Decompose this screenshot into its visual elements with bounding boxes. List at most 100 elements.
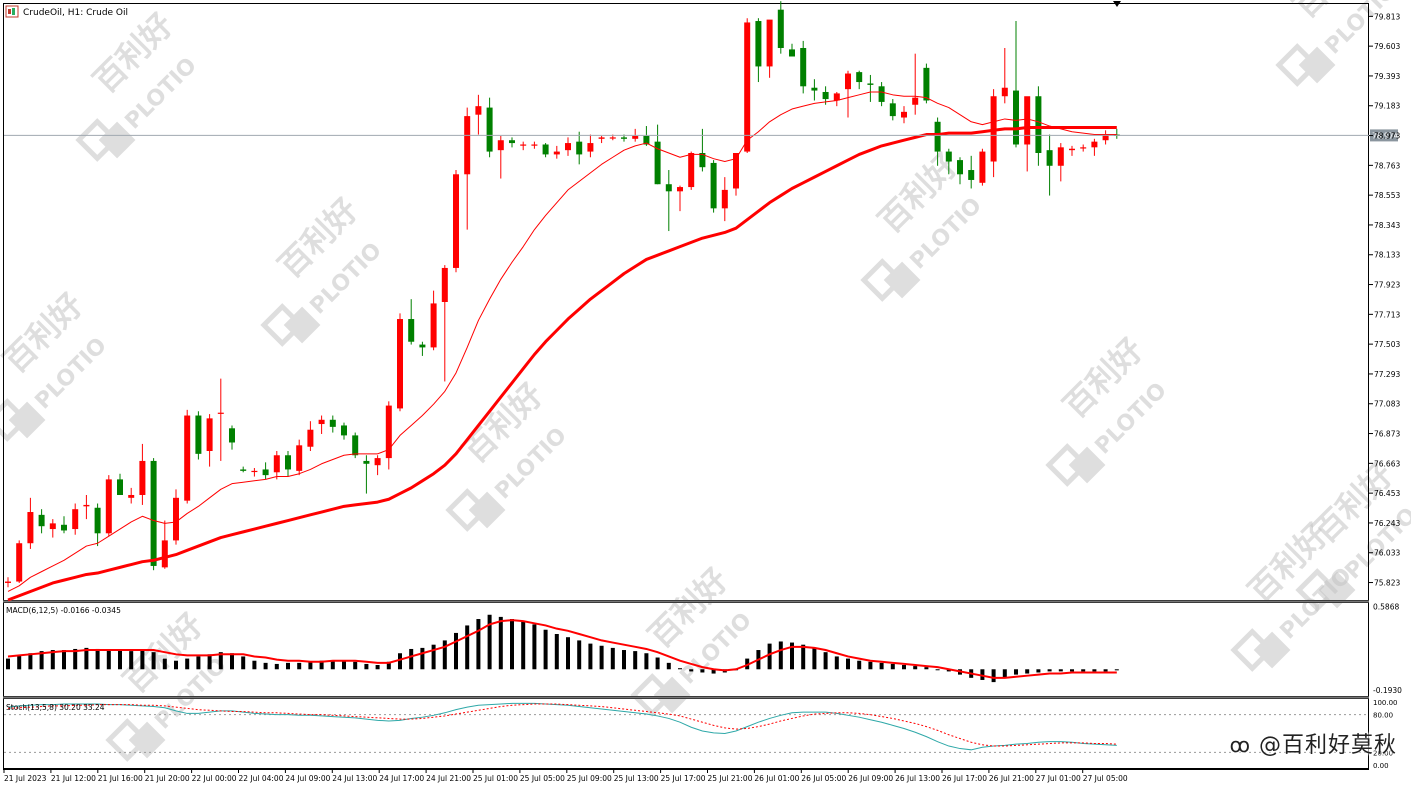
macd-panel[interactable]: MACD(6,12,5) -0.0166 -0.0345	[6, 606, 1119, 683]
stoch-y-tick-label: 80.00	[1373, 712, 1393, 720]
y-tick-label: 78.343	[1374, 221, 1400, 230]
candle-body	[845, 73, 851, 90]
y-tick-label: 78.553	[1374, 191, 1400, 200]
stoch-y-tick-label: 20.00	[1373, 749, 1393, 757]
candle-body	[1057, 147, 1064, 166]
macd-histogram-bar	[319, 660, 324, 670]
macd-histogram-bar	[297, 662, 302, 670]
candle-body	[5, 581, 11, 583]
macd-histogram-bar	[566, 637, 570, 670]
stoch-y-tick-label: 100.00	[1373, 699, 1398, 707]
main-chart-panel[interactable]: 78.974	[4, 1, 1398, 602]
candle-body	[38, 514, 45, 527]
macd-histogram-bar	[84, 647, 89, 670]
candle-body	[139, 460, 146, 495]
macd-histogram-bar	[476, 619, 481, 670]
chart-shift-marker-icon[interactable]	[1113, 1, 1121, 7]
candle-body	[912, 97, 919, 105]
macd-histogram-bar	[678, 668, 682, 670]
candle-body	[285, 455, 291, 470]
candle-body	[150, 460, 157, 566]
stoch-label: Stoch(13,5,8) 30.20 33.24	[6, 703, 105, 712]
candle-body	[240, 469, 247, 471]
y-tick-label: 77.923	[1374, 281, 1400, 290]
candle-body	[273, 455, 280, 473]
candle-body	[385, 405, 392, 459]
macd-histogram-bar	[711, 669, 716, 674]
candle-body	[61, 524, 67, 531]
x-tick-label: 24 Jul 09:00	[285, 774, 330, 783]
macd-signal-line	[7, 619, 1117, 679]
candle-body	[1024, 96, 1031, 145]
candle-body	[699, 153, 706, 168]
macd-histogram-bar	[129, 651, 134, 670]
candle-body	[27, 512, 34, 544]
candle-body	[800, 47, 807, 87]
candle-body	[632, 135, 639, 139]
macd-histogram-bar	[465, 625, 470, 670]
x-tick-label: 24 Jul 21:00	[426, 774, 471, 783]
candle-body	[217, 412, 224, 414]
candle-body	[777, 9, 784, 48]
chart-title: CrudeOil, H1: Crude Oil	[23, 8, 128, 18]
candle-body	[811, 87, 818, 91]
candle-body	[654, 141, 661, 185]
candle-body	[509, 140, 515, 144]
candle-body	[453, 174, 459, 268]
stochastic-panel[interactable]: Stoch(13,5,8) 30.20 33.24	[4, 702, 1369, 753]
macd-label: MACD(6,12,5) -0.0166 -0.0345	[6, 606, 121, 615]
y-tick-label: 77.713	[1374, 310, 1400, 319]
macd-histogram-bar	[1070, 669, 1074, 672]
candle-body	[16, 543, 23, 582]
macd-histogram-bar	[73, 648, 78, 670]
candle-body	[889, 103, 896, 117]
candle-body	[856, 72, 863, 83]
macd-histogram-bar	[353, 661, 358, 670]
candle-body	[397, 319, 403, 409]
macd-histogram-bar	[342, 660, 346, 670]
macd-histogram-bar	[95, 648, 100, 670]
x-tick-label: 24 Jul 17:00	[379, 774, 424, 783]
candle-body	[542, 144, 549, 155]
macd-histogram-bar	[521, 621, 526, 670]
macd-histogram-bar	[1081, 669, 1086, 672]
candle-body	[1046, 150, 1053, 166]
y-tick-label: 77.293	[1374, 370, 1400, 379]
candle-body	[72, 509, 79, 530]
macd-histogram-bar	[62, 650, 66, 670]
macd-histogram-bar	[151, 652, 156, 670]
candle-body	[318, 419, 325, 425]
macd-histogram-bar	[375, 665, 380, 670]
candle-body	[262, 469, 269, 476]
candle-body	[733, 153, 739, 189]
macd-histogram-bar	[218, 652, 223, 670]
macd-histogram-bar	[924, 667, 929, 670]
macd-histogram-bar	[1058, 669, 1063, 672]
current-price-tag	[1370, 129, 1398, 142]
y-tick-label: 79.393	[1374, 72, 1400, 81]
candle-body	[609, 137, 616, 139]
y-tick-label: 76.453	[1374, 489, 1400, 498]
macd-histogram-bar	[1036, 669, 1041, 673]
x-tick-label: 26 Jul 13:00	[895, 774, 940, 783]
macd-histogram-bar	[106, 650, 111, 670]
macd-histogram-bar	[398, 653, 402, 670]
macd-histogram-bar	[420, 647, 425, 670]
macd-y-tick-label: 0.5868	[1373, 603, 1399, 612]
x-tick-label: 21 Jul 16:00	[98, 774, 143, 783]
candle-body	[296, 445, 303, 471]
candle-body	[83, 504, 90, 507]
candle-body	[1069, 148, 1075, 151]
macd-histogram-bar	[812, 647, 817, 670]
candle-body	[968, 170, 975, 180]
macd-histogram-bar	[633, 651, 638, 670]
axes: 79.813 79.603 79.393 79.183 78.973 78.763 78.5…	[3, 12, 1402, 783]
macd-histogram-bar	[6, 658, 10, 670]
macd-histogram-bar	[857, 660, 862, 670]
x-tick-label: 25 Jul 05:00	[520, 774, 565, 783]
candle-body	[576, 141, 583, 155]
candle-body	[195, 415, 202, 454]
candle-body	[822, 91, 829, 100]
